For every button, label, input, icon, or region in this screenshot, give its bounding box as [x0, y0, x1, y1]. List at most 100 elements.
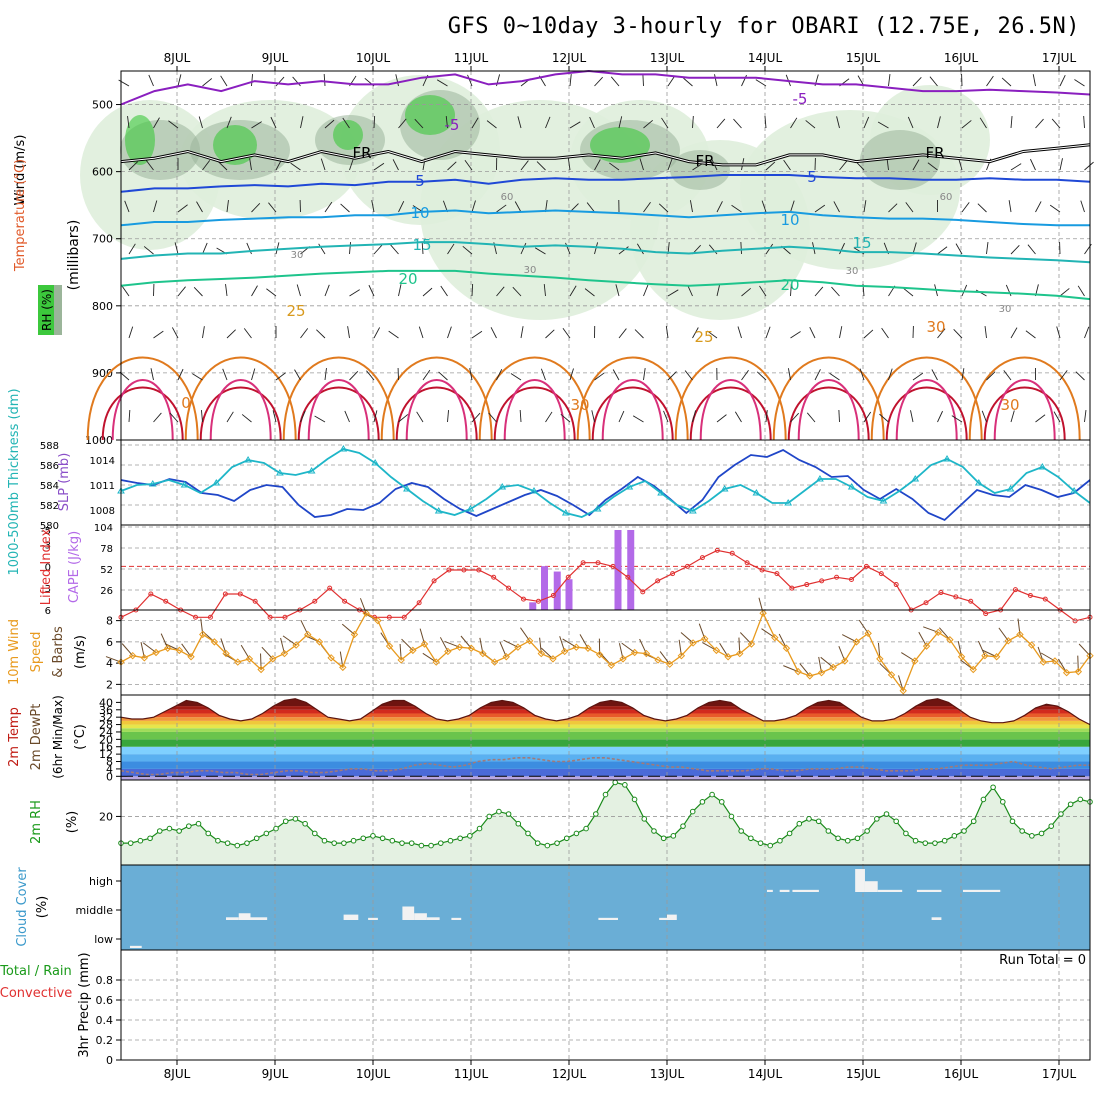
- upper-air-ylabel-wind: Wind (m/s): [13, 135, 28, 206]
- wind-barb: [741, 370, 749, 381]
- wind-barb: [251, 121, 262, 129]
- wind-barb: [540, 647, 554, 660]
- wind-barb: [1035, 118, 1044, 129]
- wind-speed-marker: [245, 655, 254, 663]
- cape-bar: [627, 530, 635, 610]
- wind-speed-marker: [864, 629, 872, 638]
- wind-barb: [349, 242, 351, 255]
- rh-marker: [370, 833, 376, 839]
- rh-marker: [651, 828, 657, 834]
- rh-marker: [699, 799, 706, 805]
- wind-barb: [689, 200, 693, 213]
- wind-barb: [422, 287, 433, 297]
- wind-speed-marker: [163, 644, 172, 652]
- wind-barb: [632, 415, 644, 423]
- isotherm-label: FR: [352, 144, 371, 162]
- wind-barb: [517, 116, 522, 129]
- wind-speed-marker: [175, 646, 184, 655]
- isotherm-label: 25: [286, 302, 305, 320]
- lifted-index-marker: [1027, 592, 1033, 598]
- isotherm-label: 15: [852, 234, 871, 252]
- wind-barb: [618, 410, 625, 423]
- cloud-ylabel-a: Cloud Cover: [15, 867, 30, 947]
- wind-barb: [829, 372, 840, 381]
- rh-marker: [476, 825, 483, 832]
- wind-speed-marker: [934, 628, 942, 637]
- wind-barb: [953, 329, 963, 339]
- lifted-index-marker: [431, 578, 437, 584]
- rh-marker: [176, 828, 182, 834]
- wind-barb: [121, 285, 130, 297]
- rh-marker: [757, 840, 764, 846]
- wind-barb: [127, 116, 130, 129]
- lifted-index-marker: [521, 596, 527, 602]
- wind-barb: [643, 368, 646, 381]
- wind-speed-marker: [607, 661, 616, 669]
- wind-barb: [543, 284, 546, 297]
- rh-marker: [874, 816, 880, 822]
- wind-barb: [790, 283, 792, 297]
- temp-ylabel-d: (°C): [73, 724, 88, 750]
- rh-marker: [922, 840, 929, 846]
- cloud-bar-high: [916, 889, 942, 892]
- slp-marker: [625, 483, 634, 490]
- temp-band: [121, 709, 1090, 714]
- lifted-index-marker: [848, 576, 854, 582]
- wind-barb: [765, 326, 771, 339]
- temp-tick-label: 4: [106, 763, 113, 776]
- slp-marker: [212, 479, 221, 486]
- warm-arch-line: [797, 379, 860, 441]
- cloud-bar-high: [855, 869, 865, 892]
- wind-speed-marker: [584, 644, 592, 652]
- wind-barb: [979, 117, 987, 129]
- temp-line: [120, 698, 1091, 726]
- wind-barb: [1051, 118, 1061, 129]
- wind-barb: [270, 116, 277, 129]
- isotherm-label: 30: [926, 318, 945, 336]
- wind-barb: [569, 74, 572, 87]
- isotherm-label: 0: [181, 394, 191, 412]
- wind-barb: [496, 286, 505, 297]
- slp-marker: [657, 489, 665, 496]
- date-label-top: 11JUL: [454, 51, 489, 65]
- wind-barb: [471, 412, 481, 423]
- slp-marker: [593, 505, 602, 512]
- wind-barb: [1084, 410, 1087, 423]
- wind-barb: [447, 410, 449, 423]
- slp-marker: [466, 505, 475, 512]
- wind-barb: [642, 73, 644, 87]
- rh-marker: [234, 842, 241, 849]
- date-label-bottom: 17JUL: [1042, 1067, 1077, 1081]
- wind-tick-label: 2: [106, 678, 113, 691]
- wind-ylabel-a: 10m Wind: [7, 619, 22, 685]
- wind-barb: [958, 158, 963, 171]
- rh-marker: [961, 828, 967, 834]
- wind-barb: [839, 326, 843, 339]
- wind-barb: [569, 121, 581, 129]
- wind-speed-marker: [420, 640, 429, 648]
- temp-ylabel-a: 2m Temp: [7, 707, 22, 767]
- temp-grid: [176, 695, 1060, 780]
- temp-band: [121, 739, 1090, 747]
- lifted-index-marker: [774, 571, 780, 577]
- warm-arch-line: [591, 386, 674, 441]
- wind-speed-marker: [292, 641, 300, 649]
- wind-barb: [202, 160, 211, 171]
- wind-barb: [177, 286, 186, 297]
- wind-barb: [467, 74, 473, 87]
- wind-barb: [534, 247, 546, 255]
- warm-arch-line: [576, 356, 689, 441]
- wind-barb: [300, 328, 309, 339]
- isotherm-line: [120, 241, 1091, 264]
- rh-marker: [1009, 818, 1016, 825]
- wind-speed-marker: [572, 643, 581, 651]
- wind-barb: [667, 75, 676, 87]
- wind-speed-marker: [1074, 667, 1083, 676]
- wind-barb: [912, 242, 917, 255]
- thickness-tick-label: 584: [40, 481, 59, 492]
- wind-speed-marker: [922, 642, 931, 650]
- wind-barb: [584, 288, 595, 297]
- wind-barb: [659, 651, 671, 665]
- lifted-index-marker: [759, 567, 765, 573]
- rh-tick-label: 20: [99, 810, 113, 823]
